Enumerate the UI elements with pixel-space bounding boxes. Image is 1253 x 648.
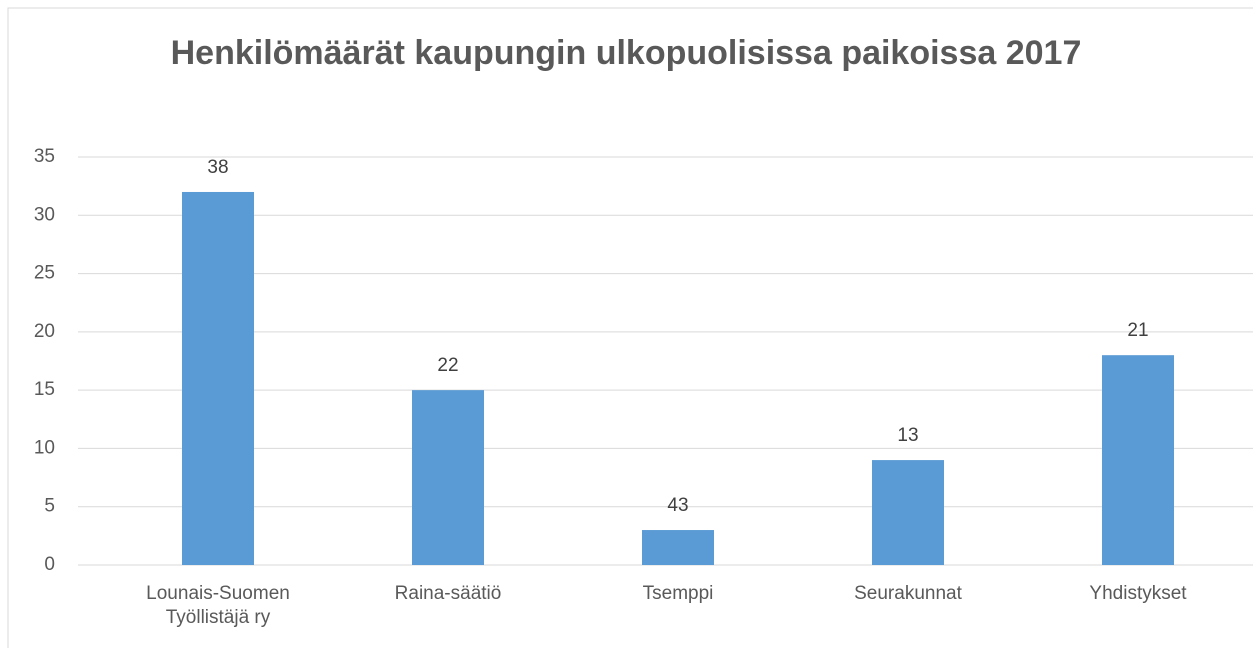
y-tick-label: 20 [34,321,55,342]
bar [182,191,254,565]
x-tick-label: Seurakunnat [854,583,962,604]
bar [1102,355,1174,565]
y-tick-label: 35 [34,146,55,167]
y-tick-label: 25 [34,263,55,284]
x-tick-label: Tsemppi [642,583,714,604]
y-tick-label: 10 [34,437,55,458]
x-tick-label: Lounais-Suomen Työllistäjä ry [146,583,290,628]
bar [642,530,714,565]
y-tick-label: 5 [44,496,55,517]
x-tick-label: Raina-säätiö [394,583,502,604]
data-label: 13 [897,425,918,446]
y-tick-label: 0 [44,554,55,575]
data-label: 22 [437,355,458,376]
chart-title: Henkilömäärät kaupungin ulkopuolisissa p… [170,34,1082,72]
y-tick-label: 30 [34,204,55,225]
data-label: 43 [667,495,688,516]
data-label: 21 [1127,320,1148,341]
bar [412,390,484,565]
bar [872,460,944,565]
data-label: 38 [207,157,228,178]
y-tick-label: 15 [34,379,55,400]
x-tick-label: Yhdistykset [1089,583,1187,604]
